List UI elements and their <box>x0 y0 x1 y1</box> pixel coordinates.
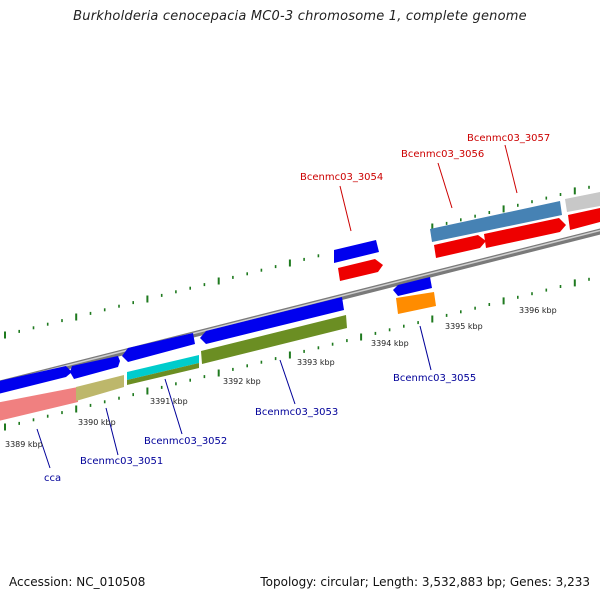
gene-label: Bcenmc03_3051 <box>80 456 163 467</box>
gene-block <box>396 292 436 314</box>
gene-block <box>127 355 199 380</box>
forward-strand-genes <box>0 208 600 394</box>
gene-arrow <box>70 356 120 379</box>
tick-label: 3395 kbp <box>445 322 483 331</box>
gene-arrow <box>200 297 344 344</box>
gene-label: Bcenmc03_3053 <box>255 407 338 418</box>
tick-label: 3392 kbp <box>223 377 261 386</box>
tick-label: 3394 kbp <box>371 339 409 348</box>
kbp-tick-labels: 3389 kbp 3390 kbp 3391 kbp 3392 kbp 3393… <box>5 306 557 449</box>
gene-arrow <box>568 208 600 230</box>
gene-arrow <box>484 218 566 248</box>
gene-block <box>565 192 600 212</box>
tick-label: 3389 kbp <box>5 440 43 449</box>
outer-tick-ring <box>4 185 590 339</box>
tick-label: 3391 kbp <box>150 397 188 406</box>
label-leaders <box>36 144 518 469</box>
genome-summary-text: Topology: circular; Length: 3,532,883 bp… <box>260 575 590 589</box>
gene-arrow <box>334 240 379 263</box>
cog-colored-genes <box>0 192 600 421</box>
gene-label: Bcenmc03_3054 <box>300 172 383 183</box>
gene-label: cca <box>44 473 61 484</box>
tick-label: 3396 kbp <box>519 306 557 315</box>
gene-arrow <box>122 333 195 362</box>
gene-block <box>201 315 347 364</box>
tick-label: 3393 kbp <box>297 358 335 367</box>
tick-label: 3390 kbp <box>78 418 116 427</box>
gene-arrow <box>434 235 486 258</box>
gene-label: Bcenmc03_3057 <box>467 133 550 144</box>
gene-label: Bcenmc03_3056 <box>401 149 484 160</box>
gene-label: Bcenmc03_3052 <box>144 436 227 447</box>
inner-tick-ring <box>4 277 590 431</box>
gene-labels: cca Bcenmc03_3051 Bcenmc03_3052 Bcenmc03… <box>44 133 550 484</box>
gene-block <box>76 375 124 401</box>
gene-block <box>0 387 78 421</box>
gene-label: Bcenmc03_3055 <box>393 373 476 384</box>
gene-arrow <box>393 277 432 296</box>
gene-block <box>430 201 562 242</box>
gene-arrow <box>0 366 72 394</box>
gene-block <box>127 363 199 385</box>
accession-text: Accession: NC_010508 <box>9 575 146 589</box>
gene-arrow <box>338 259 383 281</box>
map-title: Burkholderia cenocepacia MC0-3 chromosom… <box>73 9 527 24</box>
